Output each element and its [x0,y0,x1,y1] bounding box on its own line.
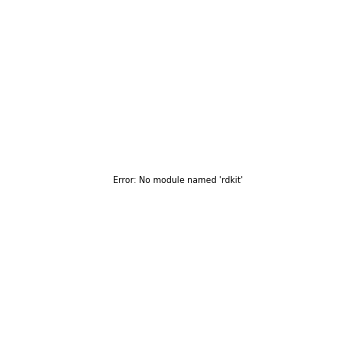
Text: Error: No module named 'rdkit': Error: No module named 'rdkit' [113,177,242,185]
